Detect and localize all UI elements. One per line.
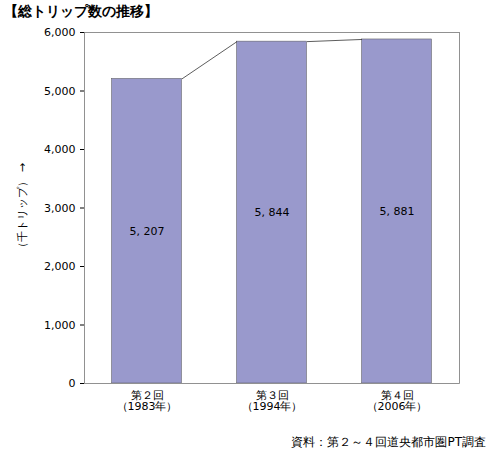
html-text:【総トリップ数の推移】: 【総トリップ数の推移】 xyxy=(4,3,158,19)
svg-text:第４回（2006年）: 第４回（2006年） xyxy=(367,389,428,413)
svg-text:4,000: 4,000 xyxy=(44,143,76,156)
svg-text:3,000: 3,000 xyxy=(44,202,76,215)
svg-text:（千トリップ） →: （千トリップ） → xyxy=(16,163,29,253)
svg-text:5, 844: 5, 844 xyxy=(255,206,290,219)
svg-text:2,000: 2,000 xyxy=(44,260,76,273)
svg-text:5, 881: 5, 881 xyxy=(380,205,415,218)
svg-text:0: 0 xyxy=(69,377,76,390)
svg-text:第２回（1983年）: 第２回（1983年） xyxy=(117,389,178,413)
svg-text:5,000: 5,000 xyxy=(44,85,76,98)
svg-text:第３回（1994年）: 第３回（1994年） xyxy=(242,389,303,413)
svg-text:6,000: 6,000 xyxy=(44,26,76,39)
svg-text:1,000: 1,000 xyxy=(44,319,76,332)
html-text:資料：第２～４回道央都市圏PT調査: 資料：第２～４回道央都市圏PT調査 xyxy=(291,435,486,449)
svg-text:5, 207: 5, 207 xyxy=(130,225,165,238)
